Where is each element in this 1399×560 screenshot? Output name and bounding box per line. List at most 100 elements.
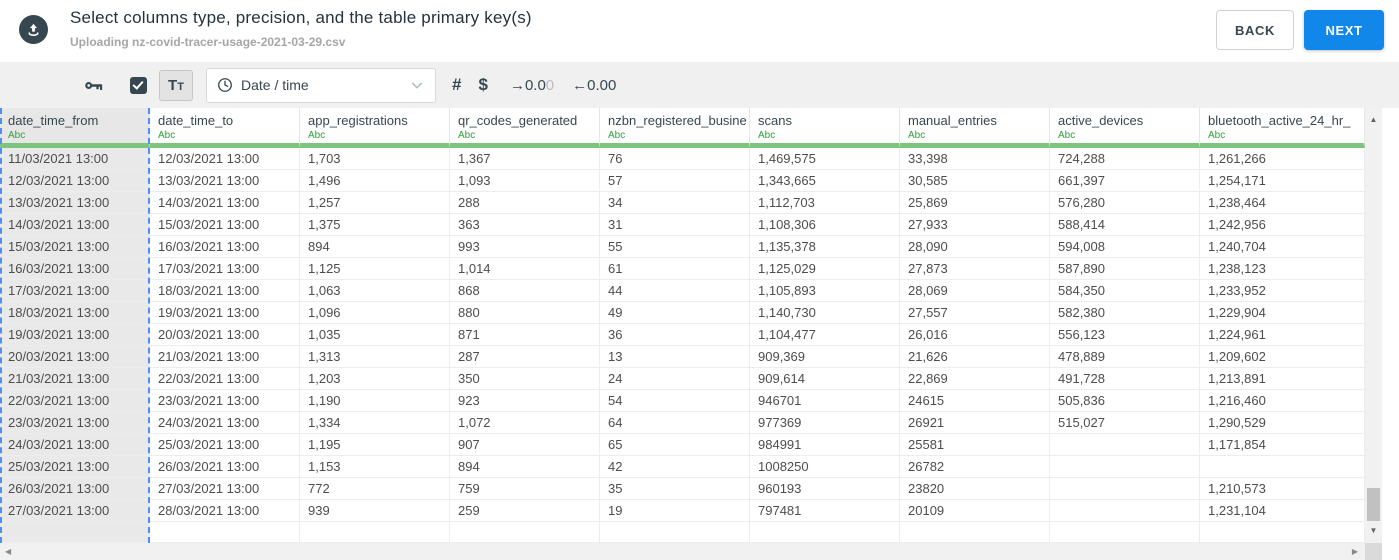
column-header-scans[interactable]: scans Abc: [750, 108, 900, 148]
table-cell: 25/03/2021 13:00: [150, 434, 300, 456]
column-type-tag: Abc: [458, 130, 476, 141]
grid-header-row: date_time_from Abc date_time_to Abc app_regi…: [0, 108, 1365, 148]
empty-cell: [600, 522, 750, 543]
back-button[interactable]: BACK: [1216, 10, 1294, 50]
column-name: nzbn_registered_busine: [608, 113, 747, 128]
table-row: 25/03/2021 13:00 26/03/2021 13:00 1,153 894…: [0, 456, 1365, 478]
decrease-decimal-button[interactable]: ←0.00: [572, 77, 616, 94]
table-cell: 1,242,956: [1200, 214, 1365, 236]
table-cell: 22/03/2021 13:00: [0, 390, 150, 412]
table-row: 27/03/2021 13:00 28/03/2021 13:00 939 259 19…: [0, 500, 1365, 522]
table-cell: 17/03/2021 13:00: [0, 280, 150, 302]
table-cell: 14/03/2021 13:00: [0, 214, 150, 236]
table-cell: 1,224,961: [1200, 324, 1365, 346]
table-cell: 55: [600, 236, 750, 258]
table-cell: 27,933: [900, 214, 1050, 236]
table-cell: 1,072: [450, 412, 600, 434]
increase-decimal-label: →0.0: [509, 76, 546, 94]
column-header-qr_codes_generated[interactable]: qr_codes_generated Abc: [450, 108, 600, 148]
table-cell: 25,869: [900, 192, 1050, 214]
empty-cell: [450, 522, 600, 543]
column-header-active_devices[interactable]: active_devices Abc: [1050, 108, 1200, 148]
table-cell: 1,254,171: [1200, 170, 1365, 192]
currency-type-button[interactable]: $: [478, 75, 488, 94]
column-name: scans: [758, 113, 792, 128]
column-name: manual_entries: [908, 113, 997, 128]
table-cell: 724,288: [1050, 148, 1200, 170]
table-cell: 26,016: [900, 324, 1050, 346]
empty-row: [0, 522, 1365, 543]
uploading-file-subtitle: Uploading nz-covid-tracer-usage-2021-03-…: [70, 35, 346, 49]
decrease-decimal-label: ←0.00: [572, 76, 617, 94]
table-cell: 18/03/2021 13:00: [150, 280, 300, 302]
column-type-tag: Abc: [1058, 130, 1076, 141]
text-type-button[interactable]: Tt: [159, 69, 193, 101]
column-type-tag: Abc: [1208, 130, 1226, 141]
table-cell: 1,290,529: [1200, 412, 1365, 434]
empty-cell: [1200, 522, 1365, 543]
horizontal-scrollbar[interactable]: ◀ ▶: [0, 543, 1365, 560]
table-cell: 15/03/2021 13:00: [0, 236, 150, 258]
table-cell: 1,153: [300, 456, 450, 478]
next-button[interactable]: NEXT: [1304, 10, 1384, 50]
table-cell: 594,008: [1050, 236, 1200, 258]
scroll-up-arrow-icon[interactable]: ▲: [1369, 115, 1378, 124]
table-cell: 26921: [900, 412, 1050, 434]
table-cell: 20109: [900, 500, 1050, 522]
table-cell: 19/03/2021 13:00: [0, 324, 150, 346]
table-cell: 350: [450, 368, 600, 390]
scroll-left-arrow-icon[interactable]: ◀: [5, 547, 12, 556]
table-cell: 1,171,854: [1200, 434, 1365, 456]
scroll-down-arrow-icon[interactable]: ▼: [1369, 526, 1378, 535]
table-cell: 1,240,704: [1200, 236, 1365, 258]
table-cell: 27/03/2021 13:00: [150, 478, 300, 500]
table-cell: 1,238,464: [1200, 192, 1365, 214]
datetime-type-select[interactable]: Date / time: [206, 67, 436, 103]
page-title: Select columns type, precision, and the …: [70, 8, 532, 27]
increase-decimal-button[interactable]: →0.00: [510, 77, 554, 94]
empty-cell: [900, 522, 1050, 543]
table-cell: 54: [600, 390, 750, 412]
table-cell: 868: [450, 280, 600, 302]
table-cell: 20/03/2021 13:00: [150, 324, 300, 346]
empty-cell: [300, 522, 450, 543]
column-header-nzbn_registered_busine[interactable]: nzbn_registered_busine Abc: [600, 108, 750, 148]
column-header-bluetooth_active_24_hr_[interactable]: bluetooth_active_24_hr_ Abc: [1200, 108, 1365, 148]
table-cell: 1,195: [300, 434, 450, 456]
column-header-date_time_from[interactable]: date_time_from Abc: [0, 108, 150, 148]
table-cell: 76: [600, 148, 750, 170]
vertical-scrollbar-thumb[interactable]: [1367, 488, 1380, 521]
table-cell: 1,035: [300, 324, 450, 346]
empty-cell: [150, 522, 300, 543]
upload-cloud-icon: [19, 15, 48, 44]
vertical-scrollbar[interactable]: ▲ ▼: [1365, 108, 1382, 543]
primary-key-button[interactable]: [82, 74, 105, 97]
column-header-date_time_to[interactable]: date_time_to Abc: [150, 108, 300, 148]
table-cell: 42: [600, 456, 750, 478]
table-cell: 49: [600, 302, 750, 324]
column-type-toolbar: Tt Date / time # $ →0.00 ←0.00: [0, 62, 1399, 108]
table-cell: 1,125: [300, 258, 450, 280]
table-cell: 23/03/2021 13:00: [0, 412, 150, 434]
table-cell: 27,557: [900, 302, 1050, 324]
table-cell: 24615: [900, 390, 1050, 412]
table-cell: 1,063: [300, 280, 450, 302]
table-cell: 871: [450, 324, 600, 346]
scroll-right-arrow-icon[interactable]: ▶: [1351, 547, 1358, 556]
checkbox-type-toggle[interactable]: [130, 76, 147, 94]
number-type-button[interactable]: #: [452, 75, 462, 94]
table-cell: 30,585: [900, 170, 1050, 192]
key-icon: [85, 81, 103, 90]
table-cell: 478,889: [1050, 346, 1200, 368]
table-cell: 25/03/2021 13:00: [0, 456, 150, 478]
table-cell: 587,890: [1050, 258, 1200, 280]
table-row: 22/03/2021 13:00 23/03/2021 13:00 1,190 923…: [0, 390, 1365, 412]
column-header-manual_entries[interactable]: manual_entries Abc: [900, 108, 1050, 148]
column-header-app_registrations[interactable]: app_registrations Abc: [300, 108, 450, 148]
table-cell: 1,367: [450, 148, 600, 170]
column-type-tag: Abc: [308, 130, 326, 141]
table-cell: 1,229,904: [1200, 302, 1365, 324]
table-cell: 1,334: [300, 412, 450, 434]
empty-cell: [750, 522, 900, 543]
datetime-select-value: Date / time: [241, 77, 309, 93]
